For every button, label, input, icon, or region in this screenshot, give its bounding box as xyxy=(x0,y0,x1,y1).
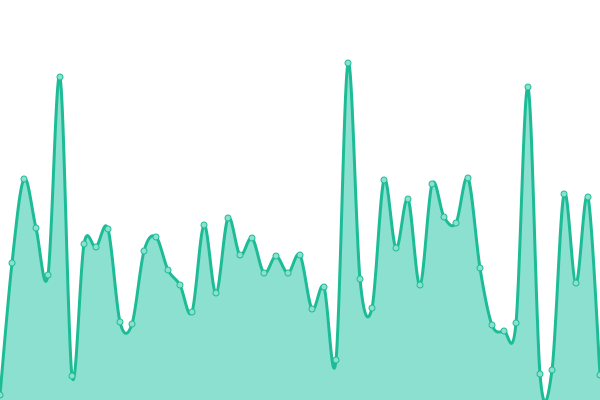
data-point-42 xyxy=(500,327,508,335)
data-point-50 xyxy=(596,371,600,379)
data-point-29 xyxy=(344,59,352,67)
data-point-43 xyxy=(512,319,520,327)
data-point-16 xyxy=(188,308,196,316)
data-point-21 xyxy=(248,234,256,242)
data-point-36 xyxy=(428,180,436,188)
data-point-27 xyxy=(320,283,328,291)
data-point-6 xyxy=(68,372,76,380)
data-point-19 xyxy=(224,214,232,222)
data-point-26 xyxy=(308,305,316,313)
data-point-2 xyxy=(20,175,28,183)
data-point-40 xyxy=(476,264,484,272)
data-point-30 xyxy=(356,275,364,283)
data-point-46 xyxy=(548,366,556,374)
data-point-13 xyxy=(152,233,160,241)
data-point-12 xyxy=(140,247,148,255)
data-point-10 xyxy=(116,318,124,326)
data-point-44 xyxy=(524,83,532,91)
data-point-7 xyxy=(80,240,88,248)
data-point-41 xyxy=(488,321,496,329)
area-fill xyxy=(0,62,600,400)
data-point-4 xyxy=(44,271,52,279)
data-point-37 xyxy=(440,213,448,221)
data-point-31 xyxy=(368,304,376,312)
data-point-38 xyxy=(452,219,460,227)
data-point-22 xyxy=(260,269,268,277)
data-point-17 xyxy=(200,221,208,229)
data-point-45 xyxy=(536,370,544,378)
data-point-34 xyxy=(404,195,412,203)
data-point-28 xyxy=(332,356,340,364)
data-point-23 xyxy=(272,252,280,260)
data-point-18 xyxy=(212,289,220,297)
data-point-5 xyxy=(56,73,64,81)
data-point-32 xyxy=(380,176,388,184)
data-point-14 xyxy=(164,266,172,274)
data-point-49 xyxy=(584,193,592,201)
data-point-35 xyxy=(416,281,424,289)
data-point-9 xyxy=(104,225,112,233)
data-point-39 xyxy=(464,174,472,182)
data-point-48 xyxy=(572,279,580,287)
data-point-3 xyxy=(32,224,40,232)
data-point-8 xyxy=(92,243,100,251)
data-point-15 xyxy=(176,281,184,289)
data-point-47 xyxy=(560,190,568,198)
data-point-24 xyxy=(284,269,292,277)
data-point-0 xyxy=(0,391,4,399)
data-point-11 xyxy=(128,320,136,328)
data-markers xyxy=(0,59,600,399)
data-point-33 xyxy=(392,244,400,252)
data-point-1 xyxy=(8,259,16,267)
data-point-20 xyxy=(236,251,244,259)
data-point-25 xyxy=(296,251,304,259)
